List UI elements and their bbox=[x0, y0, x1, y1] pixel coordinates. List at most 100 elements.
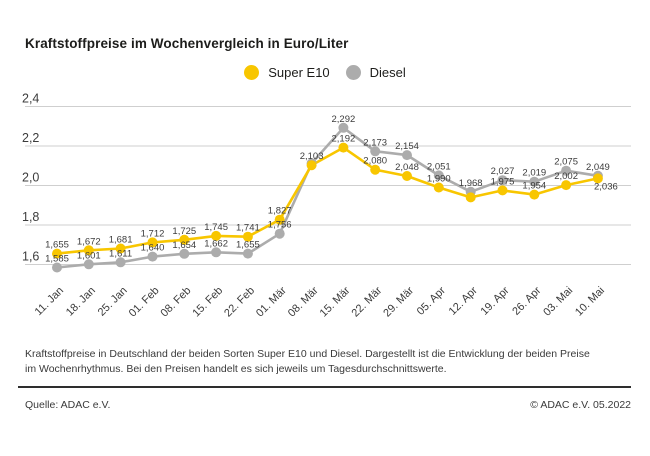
data-value-label-super-e10: 1,672 bbox=[77, 236, 101, 247]
data-point-super-e10 bbox=[338, 142, 349, 153]
data-value-label-super-e10: 1,827 bbox=[268, 206, 292, 217]
data-point-super-e10 bbox=[115, 243, 126, 254]
data-point-diesel bbox=[497, 175, 508, 186]
data-point-super-e10 bbox=[402, 171, 412, 181]
data-value-label-diesel: 2,173 bbox=[363, 137, 387, 148]
data-value-label-super-e10: 2,103 bbox=[300, 151, 324, 162]
y-axis-tick-label: 1,6 bbox=[22, 250, 39, 264]
data-value-label-super-e10: 1,745 bbox=[204, 222, 228, 233]
copyright-text: © ADAC e.V. 05.2022 bbox=[530, 399, 631, 411]
series-line-super-e10 bbox=[55, 146, 600, 255]
legend-label-super-e10: Super E10 bbox=[268, 65, 330, 80]
data-value-label-super-e10: 2,002 bbox=[554, 171, 578, 182]
data-value-label-diesel: 2,154 bbox=[395, 141, 419, 152]
data-point-diesel bbox=[370, 146, 381, 157]
x-axis-tick-label: 01. Mär bbox=[254, 284, 289, 319]
data-value-label-diesel: 1,756 bbox=[268, 220, 292, 231]
footer-divider bbox=[18, 386, 631, 388]
data-point-super-e10 bbox=[211, 230, 222, 241]
data-value-label-diesel: 1,968 bbox=[459, 178, 483, 189]
x-axis-tick-label: 26. Apr bbox=[510, 284, 543, 317]
data-point-super-e10 bbox=[242, 231, 253, 242]
data-value-label-super-e10: 1,741 bbox=[236, 223, 260, 234]
legend-item-super-e10: Super E10 bbox=[244, 65, 330, 80]
x-axis-tick-label: 01. Feb bbox=[127, 285, 162, 320]
x-axis-tick-label: 19. Apr bbox=[478, 284, 511, 317]
data-point-super-e10 bbox=[433, 182, 444, 193]
data-point-super-e10 bbox=[306, 160, 317, 171]
data-point-diesel bbox=[529, 176, 540, 187]
data-value-label-diesel: 1,662 bbox=[204, 238, 228, 249]
data-value-label-diesel: 2,075 bbox=[554, 157, 578, 168]
data-value-label-super-e10: 1,975 bbox=[491, 176, 515, 187]
data-point-super-e10 bbox=[147, 237, 158, 248]
data-point-diesel bbox=[179, 248, 190, 259]
x-axis-tick-label: 22. Mär bbox=[349, 284, 384, 319]
x-axis-tick-label: 11. Jan bbox=[33, 285, 66, 318]
chart-description: Kraftstoffpreise in Deutschland der beid… bbox=[25, 348, 590, 375]
data-value-label-super-e10: 1,725 bbox=[172, 226, 196, 237]
data-value-label-diesel: 2,051 bbox=[427, 161, 451, 172]
x-axis-tick-label: 22. Feb bbox=[222, 285, 257, 320]
x-axis-tick-label: 08. Mär bbox=[286, 284, 321, 319]
x-axis-tick-label: 05. Apr bbox=[415, 284, 448, 317]
data-value-label-diesel: 1,655 bbox=[236, 240, 260, 251]
x-axis-tick-label: 15. Mär bbox=[318, 284, 353, 319]
data-point-diesel bbox=[242, 248, 253, 259]
data-point-diesel bbox=[147, 251, 158, 262]
x-axis-tick-label: 18. Jan bbox=[64, 285, 98, 319]
source-text: Quelle: ADAC e.V. bbox=[25, 399, 111, 411]
data-value-label-super-e10: 1,954 bbox=[522, 181, 546, 192]
data-point-diesel bbox=[433, 170, 444, 181]
data-point-diesel bbox=[83, 259, 94, 270]
data-value-label-diesel: 2,049 bbox=[586, 162, 610, 173]
y-axis-tick-label: 2,4 bbox=[22, 92, 39, 106]
y-axis-tick-label: 2,0 bbox=[22, 171, 39, 185]
data-point-diesel bbox=[274, 228, 285, 239]
data-point-diesel bbox=[52, 262, 62, 273]
data-point-super-e10 bbox=[52, 248, 62, 259]
data-point-super-e10 bbox=[83, 245, 94, 256]
data-value-label-diesel: 1,640 bbox=[141, 243, 165, 254]
data-value-label-diesel: 2,019 bbox=[522, 168, 546, 179]
y-axis-tick-label: 1,8 bbox=[22, 210, 39, 224]
data-value-label-diesel: 2,292 bbox=[332, 114, 356, 125]
data-point-diesel bbox=[402, 150, 412, 161]
x-axis-tick-label: 10. Mai bbox=[573, 285, 607, 319]
data-point-diesel bbox=[115, 257, 126, 268]
y-axis-tick-label: 2,2 bbox=[22, 131, 39, 145]
chart-title: Kraftstoffpreise im Wochenvergleich in E… bbox=[25, 36, 349, 51]
data-point-super-e10 bbox=[465, 192, 476, 203]
x-axis-tick-label: 08. Feb bbox=[159, 285, 194, 320]
footer-source-row: Quelle: ADAC e.V. © ADAC e.V. 05.2022 bbox=[25, 399, 631, 411]
data-value-label-diesel: 1,601 bbox=[77, 250, 101, 261]
legend-item-diesel: Diesel bbox=[345, 65, 406, 80]
data-point-super-e10 bbox=[179, 234, 190, 245]
data-point-diesel bbox=[211, 247, 222, 258]
data-point-diesel bbox=[561, 165, 572, 176]
x-axis-tick-label: 29. Mär bbox=[381, 284, 416, 319]
data-point-diesel bbox=[338, 122, 349, 133]
data-value-label-super-e10: 2,080 bbox=[363, 156, 387, 167]
chart-legend: Super E10 Diesel bbox=[0, 65, 650, 80]
data-point-super-e10 bbox=[592, 173, 603, 184]
data-point-super-e10 bbox=[370, 164, 381, 175]
data-value-label-super-e10: 1,712 bbox=[141, 228, 165, 239]
x-axis-tick-label: 15. Feb bbox=[190, 285, 225, 320]
data-value-label-super-e10: 2,048 bbox=[395, 162, 419, 173]
data-value-label-diesel: 2,027 bbox=[491, 166, 515, 177]
data-value-label-super-e10: 1,655 bbox=[45, 240, 69, 251]
data-point-super-e10 bbox=[274, 214, 285, 225]
data-point-super-e10 bbox=[497, 185, 508, 196]
data-point-super-e10 bbox=[529, 189, 540, 200]
data-value-label-super-e10: 1,681 bbox=[109, 235, 133, 246]
data-value-label-super-e10: 1,990 bbox=[427, 174, 451, 185]
data-point-super-e10 bbox=[561, 180, 572, 191]
data-value-label-super-e10: 2,192 bbox=[332, 134, 356, 145]
diesel-swatch-icon bbox=[345, 65, 361, 80]
series-line-diesel bbox=[55, 126, 600, 269]
data-value-label-diesel: 1,654 bbox=[172, 240, 196, 251]
x-axis-tick-label: 12. Apr bbox=[447, 284, 480, 317]
